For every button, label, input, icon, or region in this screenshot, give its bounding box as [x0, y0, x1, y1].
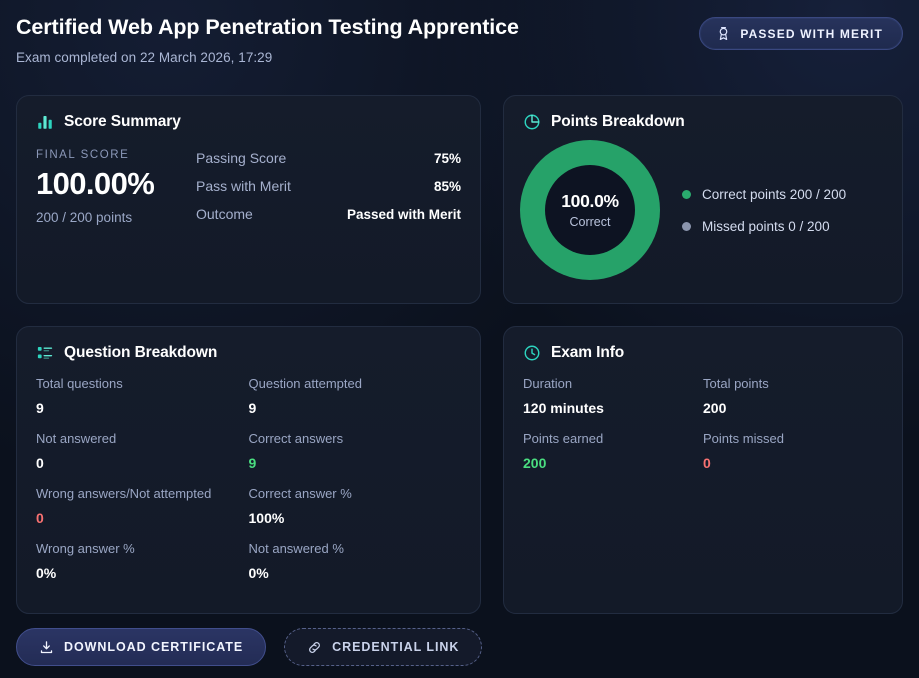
stat-label: Wrong answers/Not attempted: [36, 486, 212, 501]
stat-cell: Wrong answers/Not attempted 0: [36, 486, 249, 541]
stat-value: 200: [703, 400, 727, 416]
stat-cell: Correct answer % 100%: [249, 486, 462, 541]
stat-label: Points earned: [523, 431, 604, 446]
score-row-value: 75%: [433, 151, 461, 166]
cards-row-bottom: Question Breakdown Total questions 9 Quest…: [16, 326, 903, 614]
legend-label-correct: Correct points 200 / 200: [702, 186, 847, 202]
score-row-value: Passed with Merit: [346, 207, 461, 222]
points-donut-chart: 100.0% Correct: [520, 140, 660, 280]
stat-label: Wrong answer %: [36, 541, 135, 556]
stat-label: Correct answer %: [248, 486, 352, 501]
exam-info-card: Exam Info Duration 120 minutes Total point…: [503, 326, 903, 614]
points-breakdown-card: Points Breakdown 100.0% Correct Correct …: [503, 95, 903, 304]
final-score-block: FINAL SCORE 100.00% 200 / 200 points: [36, 149, 196, 234]
stat-cell: Points earned 200: [523, 431, 703, 486]
exam-info-stats: Duration 120 minutes Total points 200 Points…: [504, 362, 902, 486]
stat-cell: Wrong answer % 0%: [36, 541, 249, 596]
stat-label: Total questions: [36, 376, 123, 391]
stat-label: Question attempted: [248, 376, 362, 391]
legend-label-missed: Missed points 0 / 200: [702, 218, 830, 234]
stat-value: 9: [248, 400, 257, 416]
score-row-passing: Passing Score 75%: [196, 150, 461, 178]
stat-label: Not answered: [36, 431, 117, 446]
stat-cell: Points missed 0: [703, 431, 883, 486]
score-row-label: Outcome: [196, 206, 253, 222]
points-legend: Correct points 200 / 200 Missed points 0…: [682, 178, 846, 242]
exam-info-title: Exam Info: [551, 344, 625, 361]
legend-dot-correct: [682, 189, 691, 199]
score-row-value: 85%: [433, 179, 461, 194]
legend-item-correct: Correct points 200 / 200: [682, 178, 846, 210]
stat-value: 100%: [248, 510, 285, 526]
score-row-merit: Pass with Merit 85%: [196, 178, 461, 206]
cards-grid: Score Summary FINAL SCORE 100.00% 200 / …: [16, 95, 903, 614]
stat-value: 0: [36, 510, 44, 526]
footer-actions: DOWNLOAD CERTIFICATE CREDENTIAL LINK: [16, 628, 483, 666]
stat-cell: Correct answers 9: [249, 431, 462, 486]
pie-chart-icon: [523, 113, 541, 131]
question-breakdown-header: Question Breakdown: [17, 327, 480, 362]
donut-center: 100.0% Correct: [545, 165, 635, 255]
score-row-label: Pass with Merit: [196, 178, 291, 194]
stat-label: Points missed: [703, 431, 784, 446]
stat-cell: Total questions 9: [36, 376, 249, 431]
donut-center-caption: Correct: [569, 215, 611, 229]
stat-value: 9: [36, 400, 44, 416]
legend-item-missed: Missed points 0 / 200: [682, 210, 846, 242]
points-breakdown-body: 100.0% Correct Correct points 200 / 200 …: [504, 131, 902, 280]
stat-label: Total points: [703, 376, 769, 391]
score-summary-title: Score Summary: [64, 113, 181, 130]
points-breakdown-title: Points Breakdown: [551, 113, 685, 130]
score-summary-header: Score Summary: [17, 96, 480, 131]
status-badge-label: PASSED WITH MERIT: [740, 26, 883, 41]
final-score-label: FINAL SCORE: [36, 149, 130, 161]
stat-cell: Duration 120 minutes: [523, 376, 703, 431]
donut-center-percent: 100.0%: [561, 191, 619, 211]
list-check-icon: [36, 344, 54, 362]
score-row-label: Passing Score: [196, 150, 287, 166]
stat-value: 0%: [36, 565, 57, 581]
final-score-points: 200 / 200 points: [36, 210, 133, 225]
link-icon: [307, 640, 322, 655]
award-medal-icon: [716, 26, 731, 41]
score-summary-rows: Passing Score 75% Pass with Merit 85% Ou…: [196, 149, 461, 234]
page-header: Certified Web App Penetration Testing Ap…: [16, 14, 903, 82]
stat-value: 0: [36, 455, 44, 471]
score-summary-body: FINAL SCORE 100.00% 200 / 200 points Pas…: [17, 131, 480, 234]
download-icon: [39, 640, 54, 655]
stat-value: 120 minutes: [523, 400, 604, 416]
stat-label: Duration: [523, 376, 573, 391]
credential-link-label: CREDENTIAL LINK: [332, 640, 460, 654]
points-breakdown-header: Points Breakdown: [504, 96, 902, 131]
stat-value: 0%: [248, 565, 269, 581]
stat-value: 9: [248, 455, 257, 471]
cards-row-top: Score Summary FINAL SCORE 100.00% 200 / …: [16, 95, 903, 304]
credential-link-button[interactable]: CREDENTIAL LINK: [284, 628, 483, 666]
stat-value: 0: [703, 455, 711, 471]
page-title: Certified Web App Penetration Testing Ap…: [16, 15, 519, 39]
question-breakdown-card: Question Breakdown Total questions 9 Quest…: [16, 326, 481, 614]
clock-icon: [523, 344, 541, 362]
legend-dot-missed: [682, 221, 691, 231]
final-score-value: 100.00%: [36, 166, 155, 201]
stat-value: 200: [523, 455, 547, 471]
status-badge: PASSED WITH MERIT: [699, 17, 903, 50]
score-summary-card: Score Summary FINAL SCORE 100.00% 200 / …: [16, 95, 481, 304]
question-breakdown-stats: Total questions 9 Question attempted 9 Not a…: [17, 362, 480, 596]
exam-info-header: Exam Info: [504, 327, 902, 362]
stat-cell: Question attempted 9: [249, 376, 462, 431]
stat-cell: Not answered 0: [36, 431, 249, 486]
stat-label: Not answered %: [248, 541, 344, 556]
score-row-outcome: Outcome Passed with Merit: [196, 206, 461, 234]
exam-completed-timestamp: Exam completed on 22 March 2026, 17:29: [16, 50, 273, 65]
stat-cell: Not answered % 0%: [249, 541, 462, 596]
bar-chart-icon: [36, 113, 54, 131]
question-breakdown-title: Question Breakdown: [64, 344, 218, 361]
download-certificate-label: DOWNLOAD CERTIFICATE: [64, 640, 244, 654]
download-certificate-button[interactable]: DOWNLOAD CERTIFICATE: [16, 628, 267, 666]
stat-label: Correct answers: [248, 431, 344, 446]
stat-cell: Total points 200: [703, 376, 883, 431]
